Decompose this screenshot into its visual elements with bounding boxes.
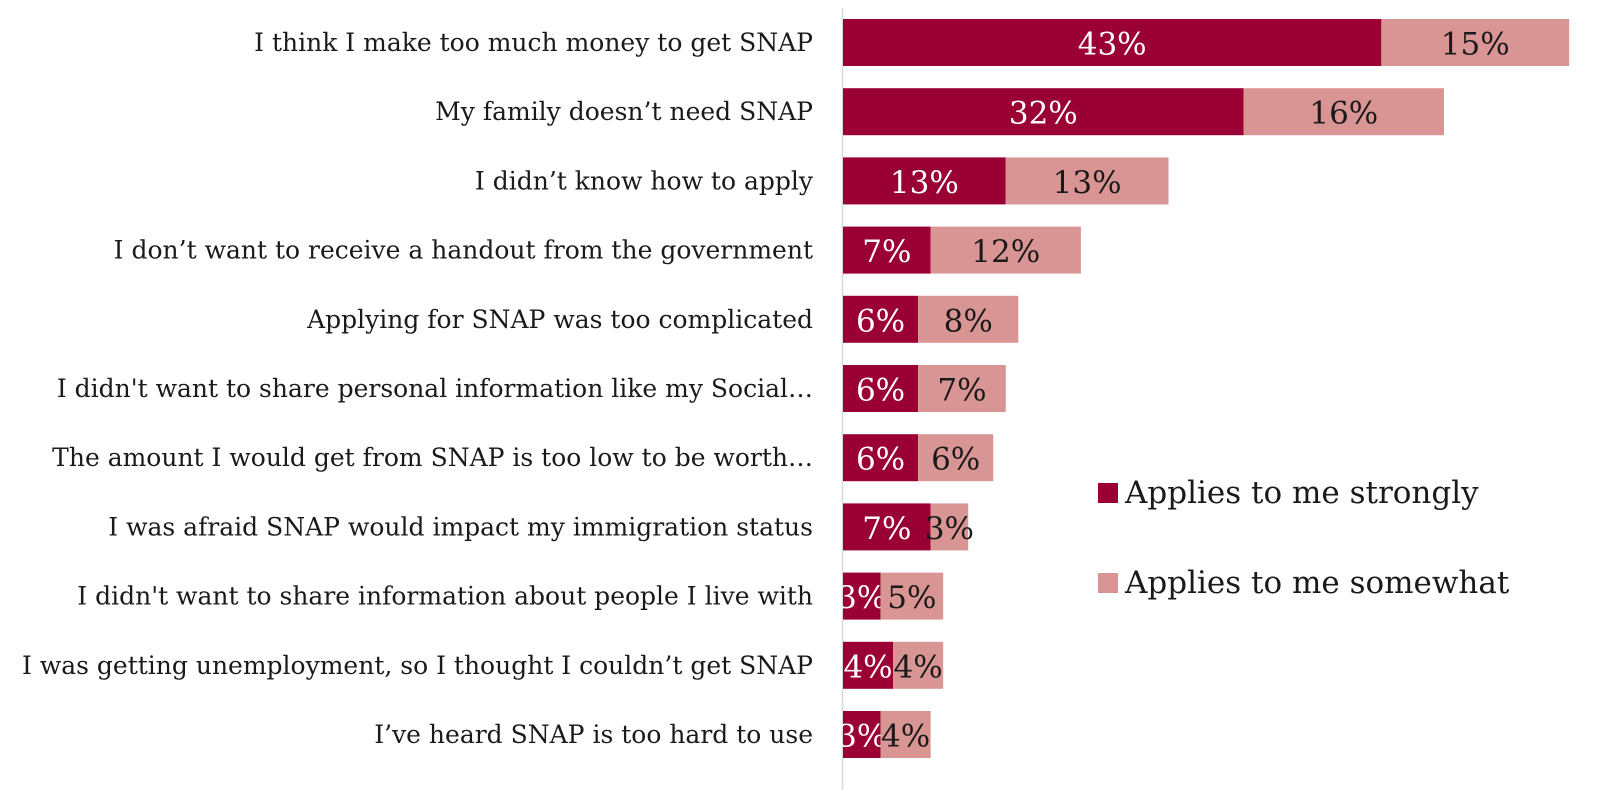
legend-label-somewhat: Applies to me somewhat	[1124, 565, 1510, 601]
bar-strongly	[843, 641, 894, 689]
data-label-somewhat: 3%	[925, 511, 974, 547]
legend: Applies to me strongly Applies to me some…	[1098, 475, 1510, 601]
category-label: My family doesn’t need SNAP	[435, 97, 813, 126]
bar-somewhat	[880, 711, 931, 758]
bar-strongly	[843, 572, 881, 620]
data-label-somewhat: 4%	[894, 649, 943, 685]
data-label-somewhat: 12%	[971, 234, 1040, 270]
data-label-strongly: 7%	[862, 234, 911, 270]
data-label-somewhat: 16%	[1309, 96, 1378, 132]
bars: 43% 15% 32% 16% 13% 13% 7% 12% 6% 8% 6% 7% 6% 6% 7% 3% 3…	[837, 19, 1570, 758]
bar-strongly	[843, 365, 919, 412]
bar-strongly	[843, 88, 1244, 136]
category-label: Applying for SNAP was too complicated	[306, 305, 813, 334]
category-label: I was getting unemployment, so I thought…	[22, 651, 813, 680]
bar-strongly	[843, 19, 1382, 66]
data-label-somewhat: 4%	[881, 719, 930, 755]
data-label-strongly: 3%	[837, 580, 886, 616]
data-label-strongly: 7%	[862, 511, 911, 547]
data-label-strongly: 4%	[843, 649, 892, 685]
category-labels: I think I make too much money to get SNA…	[22, 28, 814, 749]
category-label: I didn’t know how to apply	[475, 166, 814, 195]
data-label-strongly: 3%	[837, 719, 886, 755]
category-label: I didn't want to share information about…	[77, 582, 813, 611]
bar-somewhat	[880, 572, 944, 620]
bar-somewhat	[1381, 19, 1570, 66]
data-label-somewhat: 7%	[937, 373, 986, 409]
data-label-somewhat: 13%	[1053, 165, 1122, 201]
bar-strongly	[843, 226, 931, 274]
legend-label-strongly: Applies to me strongly	[1124, 475, 1479, 511]
bar-somewhat	[930, 503, 969, 551]
legend-swatch-strongly	[1098, 483, 1118, 503]
data-label-somewhat: 5%	[887, 580, 936, 616]
category-label: I’ve heard SNAP is too hard to use	[374, 720, 813, 749]
category-label: I didn't want to share personal informat…	[57, 374, 813, 403]
data-label-somewhat: 15%	[1441, 27, 1510, 63]
category-label: I don’t want to receive a handout from t…	[114, 236, 813, 265]
data-label-strongly: 13%	[890, 165, 959, 201]
data-label-strongly: 6%	[856, 442, 905, 478]
bar-strongly	[843, 711, 881, 758]
data-label-strongly: 32%	[1009, 96, 1078, 132]
data-label-somewhat: 8%	[944, 303, 993, 339]
category-label: The amount I would get from SNAP is too …	[52, 443, 813, 472]
category-label: I think I make too much money to get SNA…	[254, 28, 813, 57]
legend-swatch-somewhat	[1098, 573, 1118, 593]
category-label: I was afraid SNAP would impact my immigr…	[108, 512, 813, 541]
data-label-somewhat: 6%	[931, 442, 980, 478]
bar-somewhat	[918, 295, 1019, 343]
bar-somewhat	[1005, 157, 1169, 205]
bar-strongly	[843, 434, 919, 482]
bar-strongly	[843, 503, 931, 551]
data-label-strongly: 43%	[1078, 27, 1147, 63]
bar-somewhat	[918, 434, 994, 482]
data-label-strongly: 6%	[856, 373, 905, 409]
bar-strongly	[843, 295, 919, 343]
bar-somewhat	[930, 226, 1081, 274]
bar-somewhat	[918, 365, 1006, 412]
bar-somewhat	[1243, 88, 1444, 136]
bar-somewhat	[893, 641, 944, 689]
data-label-strongly: 6%	[856, 303, 905, 339]
bar-strongly	[843, 157, 1006, 205]
